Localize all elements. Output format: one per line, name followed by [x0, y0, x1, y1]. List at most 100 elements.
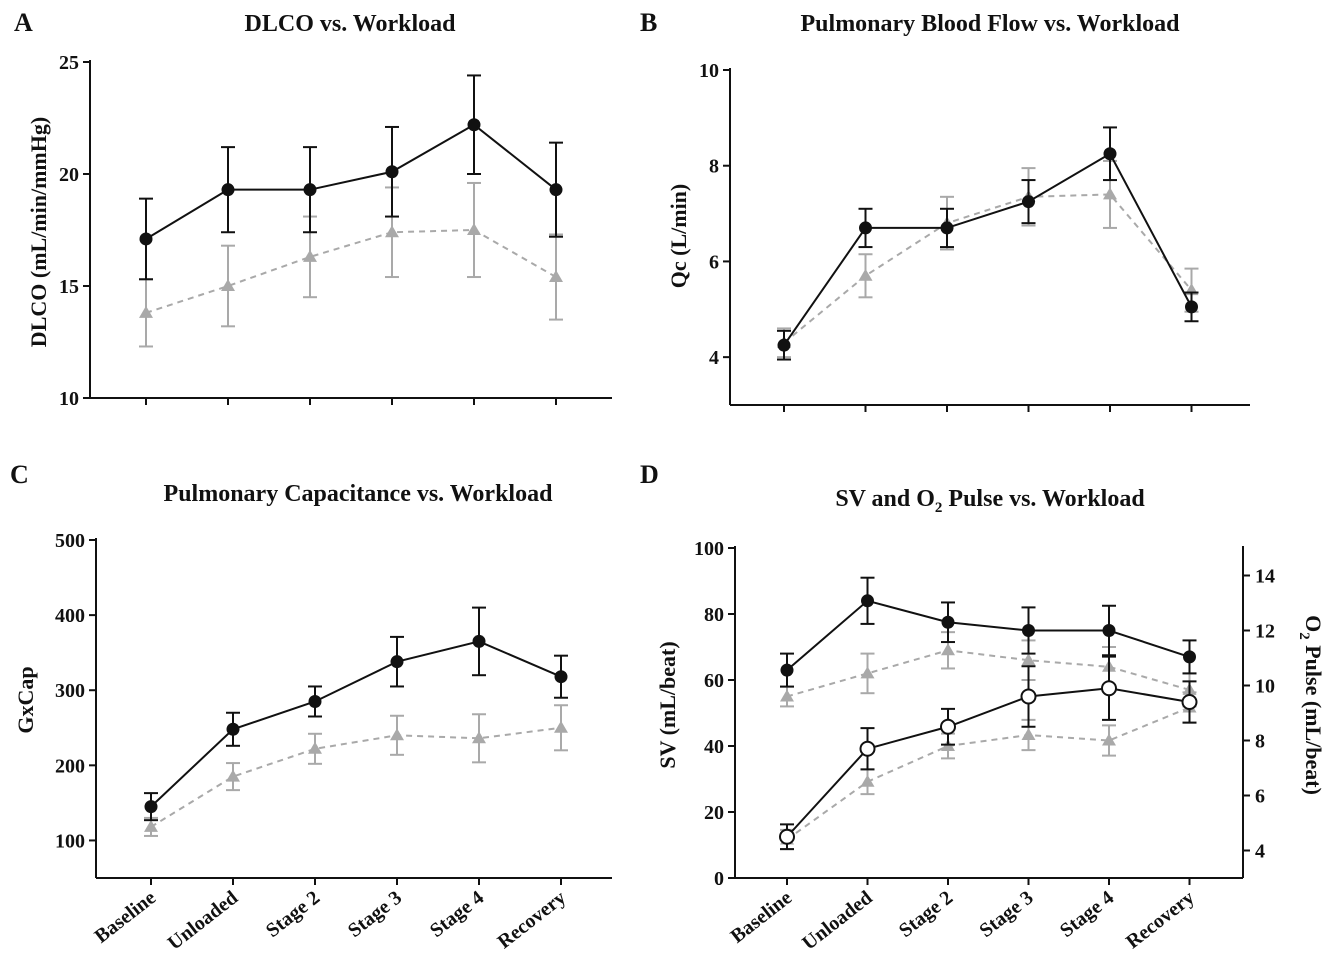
panel-b-y-tick-label: 6	[709, 251, 719, 273]
panel-d: D SV and O2 Pulse vs. Workload SV (mL/be…	[640, 460, 1326, 955]
panel-a-plot: 10 15 20 25	[59, 52, 612, 410]
panel-c-x-tick-label: Recovery	[494, 887, 571, 954]
panel-d-y-tick-label: 40	[704, 736, 724, 758]
panel-a-series-line	[145, 228, 557, 314]
panel-d-data-point	[1021, 653, 1036, 666]
panel-c-series-1	[144, 704, 568, 837]
panel-c-y-tick-label: 300	[55, 680, 85, 702]
panel-d-data-point	[780, 689, 794, 702]
panel-b-title: Pulmonary Blood Flow vs. Workload	[801, 11, 1181, 37]
panel-c-y-tick-label: 100	[55, 830, 85, 852]
panel-c-title: Pulmonary Capacitance vs. Workload	[164, 481, 554, 507]
panel-d-y-label: SV (mL/beat)	[655, 641, 680, 768]
panel-d-series-1	[780, 631, 1197, 708]
panel-d-data-point	[1102, 624, 1116, 637]
panel-a-y-label: DLCO (mL/min/mmHg)	[26, 117, 51, 347]
panel-d-y2-tick-label: 8	[1255, 731, 1265, 753]
panel-c-data-point	[390, 655, 404, 669]
panel-d-data-point	[940, 718, 956, 735]
panel-d-data-point	[860, 666, 875, 679]
panel-c-y-label: GxCap	[13, 666, 38, 733]
panel-c-plot: 100 200 300 400 500 Baseline Unloaded Stage 2 St…	[55, 530, 612, 955]
panel-a-data-point	[303, 249, 317, 262]
panel-d-x-tick-label: Stage 4	[1056, 887, 1118, 942]
panel-a-data-point	[549, 270, 563, 283]
panel-d-plot: 0 20 40 60 80 100 4 6 8 10 12 14 Baseline Unloaded Sta…	[694, 538, 1275, 955]
panel-a-title: DLCO vs. Workload	[245, 11, 457, 37]
panel-c-x-tick-label: Baseline	[90, 887, 160, 948]
panel-c-series-0	[144, 606, 568, 822]
panel-d-data-point	[1020, 688, 1037, 705]
panel-b-y-tick-label: 10	[699, 60, 719, 82]
panel-d-x-tick-label: Unloaded	[798, 887, 876, 955]
panel-c: C Pulmonary Capacitance vs. Workload GxC…	[10, 460, 612, 955]
panel-b-y-tick-label: 8	[709, 156, 719, 178]
panel-c-data-point	[308, 694, 322, 708]
panel-c-x-tick-label: Stage 3	[344, 887, 406, 942]
panel-d-series-0	[780, 576, 1197, 688]
panel-d-title: SV and O2 Pulse vs. Workload	[835, 486, 1145, 516]
panel-d-series-2	[779, 655, 1198, 851]
panel-d-data-point	[859, 740, 876, 757]
panel-b-y-label: Qc (L/min)	[666, 184, 691, 289]
panel-d-data-point	[941, 615, 955, 629]
panel-d-x-tick-label: Baseline	[726, 887, 796, 948]
panel-d-data-point	[1101, 680, 1117, 697]
panel-b-series-line	[783, 193, 1193, 344]
panel-a-data-point	[385, 165, 399, 179]
panel-d-data-point	[1102, 733, 1116, 746]
panel-a-data-point	[467, 118, 481, 132]
panel-b-data-point	[777, 338, 791, 352]
panel-b-data-point	[940, 221, 954, 235]
panel-d-data-point	[860, 774, 875, 787]
panel-a-y-tick-label: 25	[59, 52, 79, 74]
panel-letter-b: B	[640, 8, 657, 37]
panel-b-y-tick-label: 4	[709, 347, 719, 369]
panel-letter-c: C	[10, 460, 29, 489]
panel-b-data-point	[1103, 187, 1117, 200]
panel-c-data-point	[554, 720, 568, 733]
panel-d-x-tick-label: Stage 2	[895, 887, 957, 942]
panel-d-y-tick-label: 60	[704, 670, 724, 692]
panel-d-series-line	[786, 706, 1190, 841]
panel-letter-d: D	[640, 460, 659, 489]
panel-c-series-line	[150, 726, 562, 828]
panel-letter-a: A	[14, 8, 33, 37]
panel-d-y-tick-label: 80	[704, 604, 724, 626]
panel-b-data-point	[858, 268, 873, 281]
panel-a-data-point	[303, 183, 317, 197]
panel-b-data-point	[859, 221, 872, 235]
panel-d-series-line	[786, 649, 1190, 698]
panel-b-data-point	[1185, 300, 1198, 314]
panel-a-series-1	[139, 181, 563, 348]
panel-d-x-tick-label: Stage 3	[975, 887, 1037, 942]
panel-a-data-point	[139, 305, 153, 318]
panel-c-data-point	[226, 722, 240, 736]
panel-b-series-0	[777, 126, 1199, 361]
panel-d-y2-tick-label: 14	[1255, 566, 1275, 588]
panel-d-y2-label: O2 Pulse (mL/beat)	[1296, 615, 1326, 795]
panel-a-series-0	[139, 74, 563, 281]
panel-c-x-tick-label: Stage 4	[426, 887, 488, 942]
panel-c-data-point	[308, 741, 322, 754]
panel-d-data-point	[1181, 694, 1198, 710]
panel-d-data-point	[941, 643, 955, 656]
panel-a-series-line	[145, 123, 557, 240]
panel-c-data-point	[226, 769, 240, 782]
panel-d-data-point	[1021, 728, 1036, 740]
panel-a-y-tick-label: 20	[59, 164, 79, 186]
panel-b-plot: 4 6 8 10	[699, 60, 1250, 412]
panel-c-y-tick-label: 500	[55, 530, 85, 552]
panel-a-y-tick-label: 10	[59, 388, 79, 410]
panel-d-y2-tick-label: 12	[1255, 621, 1275, 643]
panel-d-data-point	[861, 594, 874, 608]
panel-c-series-line	[150, 640, 562, 808]
panel-c-y-tick-label: 200	[55, 755, 85, 777]
panel-d-data-point	[779, 828, 795, 845]
panel-d-series-line	[786, 687, 1190, 838]
panel-b-series-line	[783, 152, 1193, 346]
panel-a-data-point	[221, 183, 235, 197]
panel-d-data-point	[780, 663, 794, 677]
panel-d-y-tick-label: 0	[714, 868, 724, 890]
